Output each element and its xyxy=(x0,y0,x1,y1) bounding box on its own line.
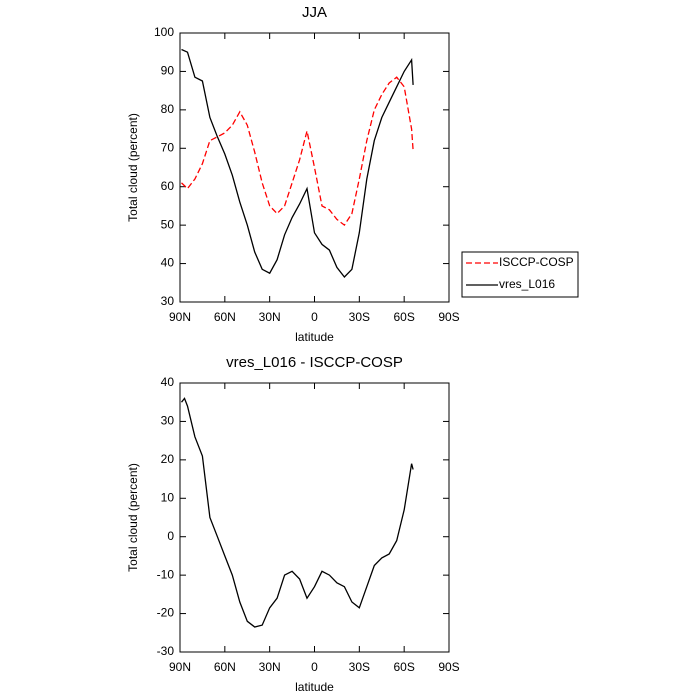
x-tick-label: 90S xyxy=(438,310,459,324)
x-tick-label: 0 xyxy=(311,310,318,324)
chart-title: JJA xyxy=(302,4,327,21)
y-tick-label: -20 xyxy=(157,606,175,620)
y-tick-label: 80 xyxy=(161,102,175,116)
y-tick-label: 10 xyxy=(161,490,175,504)
y-axis-label: Total cloud (percent) xyxy=(126,113,140,222)
x-tick-label: 90N xyxy=(169,310,191,324)
x-tick-label: 30N xyxy=(259,660,281,674)
x-tick-label: 60S xyxy=(393,310,414,324)
legend-label: vres_L016 xyxy=(499,277,555,291)
plot-frame xyxy=(179,382,450,653)
legend-box xyxy=(461,251,579,298)
series-line xyxy=(181,48,414,278)
y-axis-label: Total cloud (percent) xyxy=(126,463,140,572)
y-tick-label: 60 xyxy=(161,179,175,193)
x-tick-label: 0 xyxy=(311,660,318,674)
y-tick-label: 40 xyxy=(161,375,175,389)
y-tick-label: 90 xyxy=(161,64,175,78)
y-tick-label: 20 xyxy=(161,452,175,466)
x-tick-label: 30S xyxy=(349,310,370,324)
y-tick-label: 70 xyxy=(161,140,175,154)
series-line xyxy=(181,76,414,227)
x-axis-label: latitude xyxy=(295,330,334,344)
x-tick-label: 90N xyxy=(169,660,191,674)
y-tick-label: 0 xyxy=(167,529,174,543)
y-tick-label: 30 xyxy=(161,414,175,428)
y-tick-label: 50 xyxy=(161,217,175,231)
chart-title: vres_L016 - ISCCP-COSP xyxy=(226,354,403,371)
x-tick-label: 60N xyxy=(214,310,236,324)
plot-frame xyxy=(179,32,450,303)
x-tick-label: 30S xyxy=(349,660,370,674)
y-tick-label: 40 xyxy=(161,256,175,270)
x-tick-label: 30N xyxy=(259,310,281,324)
series-line xyxy=(180,397,414,628)
legend-label: ISCCP-COSP xyxy=(499,255,574,269)
y-tick-label: 100 xyxy=(154,25,174,39)
x-tick-label: 90S xyxy=(438,660,459,674)
y-tick-label: 30 xyxy=(161,294,175,308)
x-axis-label: latitude xyxy=(295,680,334,694)
y-tick-label: -30 xyxy=(157,644,175,658)
y-tick-label: -10 xyxy=(157,567,175,581)
x-tick-label: 60S xyxy=(393,660,414,674)
x-tick-label: 60N xyxy=(214,660,236,674)
